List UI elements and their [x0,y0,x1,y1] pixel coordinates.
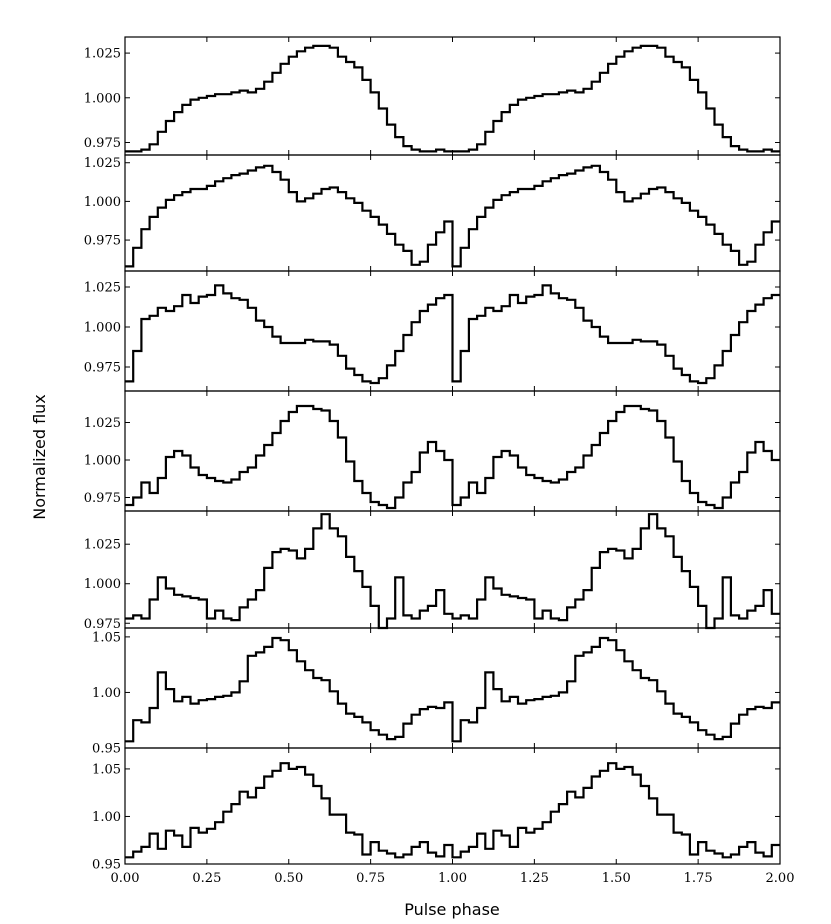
panel-frame [124,36,781,156]
y-tick-label: 0.95 [92,858,121,873]
x-tick-label: 0.25 [192,871,221,886]
panel-2: 0.975 1.000 1.025 [84,154,781,272]
pulse-profile-series [125,513,780,630]
x-tick-label: 1.25 [520,871,549,886]
x-tick-label: 1.00 [438,871,467,886]
panel-3: 0.975 1.000 1.025 [84,270,781,392]
x-tick-label: 1.75 [684,871,713,886]
y-tick-label: 1.000 [84,91,121,106]
panel-4: 0.975 1.000 1.025 [84,390,781,512]
y-tick-label: 0.975 [84,491,121,506]
y-tick-label: 1.000 [84,577,121,592]
y-tick-label: 1.00 [92,810,121,825]
x-tick-label: 0.50 [274,871,303,886]
x-axis-label: Pulse phase [404,900,500,919]
y-tick-label: 1.000 [84,195,121,210]
chart-panels: 0.9751.0001.0250.9751.0001.0250.9751.000… [84,36,795,886]
x-tick-label: 0.00 [111,871,140,886]
pulse-profile-series [125,762,780,859]
y-tick-label: 0.95 [92,742,121,757]
pulse-profile-series [125,44,780,153]
panel-7: 0.95 1.00 1.05 [92,747,781,873]
y-tick-label: 0.975 [84,617,121,632]
y-axis-label: Normalized flux [30,394,49,520]
y-tick-label: 1.025 [84,416,121,431]
y-tick-label: 1.025 [84,538,121,553]
panel-6: 0.95 1.00 1.05 [92,627,781,757]
y-tick-label: 1.025 [84,156,121,171]
x-tick-label: 2.00 [766,871,795,886]
y-tick-label: 1.05 [92,762,121,777]
y-tick-label: 1.000 [84,454,121,469]
pulse-profile-series [125,636,780,743]
x-tick-label: 1.50 [602,871,631,886]
y-tick-label: 1.000 [84,321,121,336]
y-tick-label: 0.975 [84,136,121,151]
pulse-profile-series [125,404,780,510]
y-tick-label: 0.975 [84,361,121,376]
panel-1: 0.975 1.000 1.025 [84,36,781,156]
y-tick-label: 1.00 [92,686,121,701]
pulse-profile-series [125,164,780,268]
y-tick-label: 1.025 [84,281,121,296]
y-tick-label: 1.025 [84,47,121,62]
y-tick-label: 1.05 [92,630,121,645]
y-tick-label: 0.975 [84,234,121,249]
pulse-profile-series [125,284,780,385]
x-tick-label: 0.75 [356,871,385,886]
panel-5: 0.975 1.000 1.025 [84,510,781,632]
